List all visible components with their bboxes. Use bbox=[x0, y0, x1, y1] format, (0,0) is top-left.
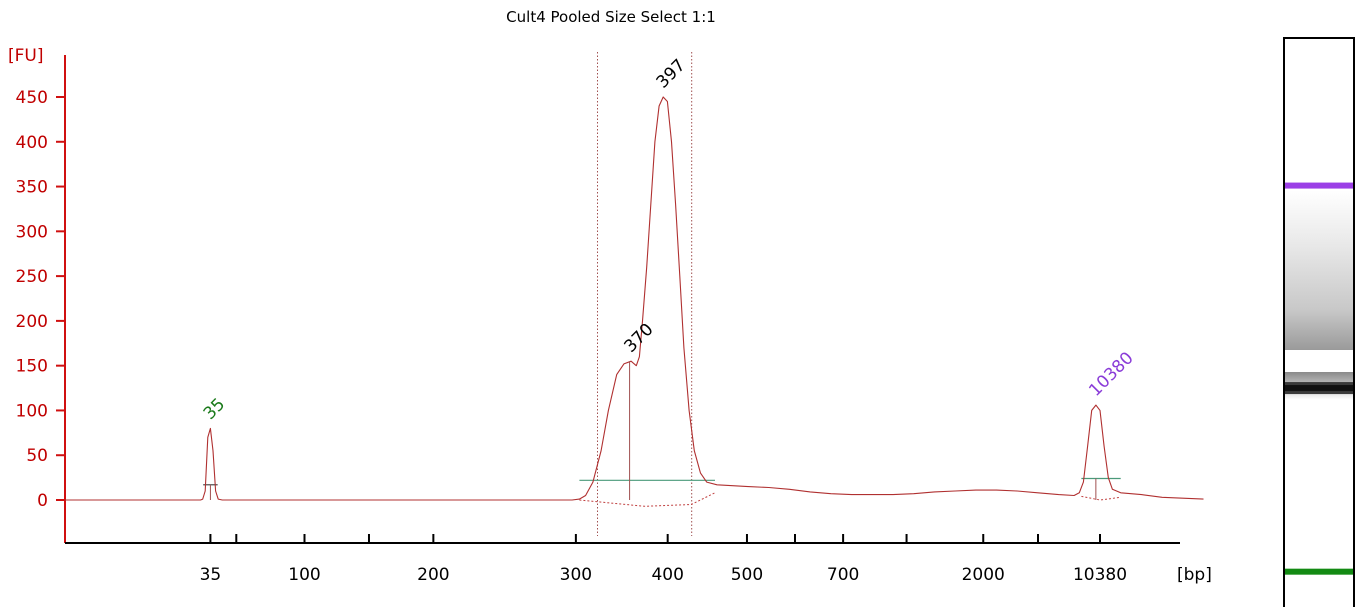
x-ticks: 35 100 200 300 400 500 700 2000 10380 bbox=[200, 534, 1127, 585]
x-tick-label: 35 bbox=[200, 565, 222, 585]
y-tick-label: 450 bbox=[16, 88, 48, 108]
y-tick-label: 150 bbox=[16, 357, 48, 377]
region-markers bbox=[597, 52, 693, 536]
y-axis-label: [FU] bbox=[8, 46, 44, 66]
gel-band bbox=[1285, 385, 1353, 392]
x-axis-label: [bp] bbox=[1177, 565, 1212, 585]
gel-band bbox=[1285, 182, 1353, 189]
y-tick-label: 200 bbox=[16, 312, 48, 332]
y-tick-label: 350 bbox=[16, 178, 48, 198]
peak-label: 35 bbox=[200, 394, 229, 423]
gel-lane bbox=[1283, 37, 1355, 607]
series-line bbox=[65, 96, 1204, 501]
y-tick-label: 0 bbox=[37, 491, 48, 511]
x-tick-label: 500 bbox=[731, 565, 763, 585]
x-tick-label: 300 bbox=[560, 565, 592, 585]
y-ticks: 0 50 100 150 200 250 300 350 400 450 bbox=[16, 88, 65, 511]
trace bbox=[65, 96, 1204, 507]
x-tick-label: 10380 bbox=[1073, 565, 1127, 585]
plot-area: [FU] [bp] 0 50 100 150 200 250 300 350 400 450 35… bbox=[8, 46, 1212, 585]
peak-envelope bbox=[1081, 495, 1121, 501]
y-tick-label: 300 bbox=[16, 222, 48, 242]
peak-label: 397 bbox=[653, 55, 690, 92]
x-tick-label: 400 bbox=[651, 565, 683, 585]
x-tick-label: 100 bbox=[288, 565, 320, 585]
x-tick-label: 2000 bbox=[962, 565, 1005, 585]
y-tick-label: 400 bbox=[16, 133, 48, 153]
y-tick-label: 50 bbox=[26, 446, 48, 466]
peak-envelope bbox=[579, 492, 716, 507]
gel-bands bbox=[1285, 182, 1353, 575]
chart-title: Cult4 Pooled Size Select 1:1 bbox=[506, 8, 716, 26]
peak-label: 370 bbox=[621, 320, 658, 357]
peak-label: 10380 bbox=[1085, 348, 1137, 400]
y-tick-label: 250 bbox=[16, 267, 48, 287]
gel-band bbox=[1285, 568, 1353, 575]
x-tick-label: 200 bbox=[417, 565, 449, 585]
y-tick-label: 100 bbox=[16, 401, 48, 421]
x-tick-label: 700 bbox=[827, 565, 859, 585]
gel-smear bbox=[1285, 190, 1353, 350]
